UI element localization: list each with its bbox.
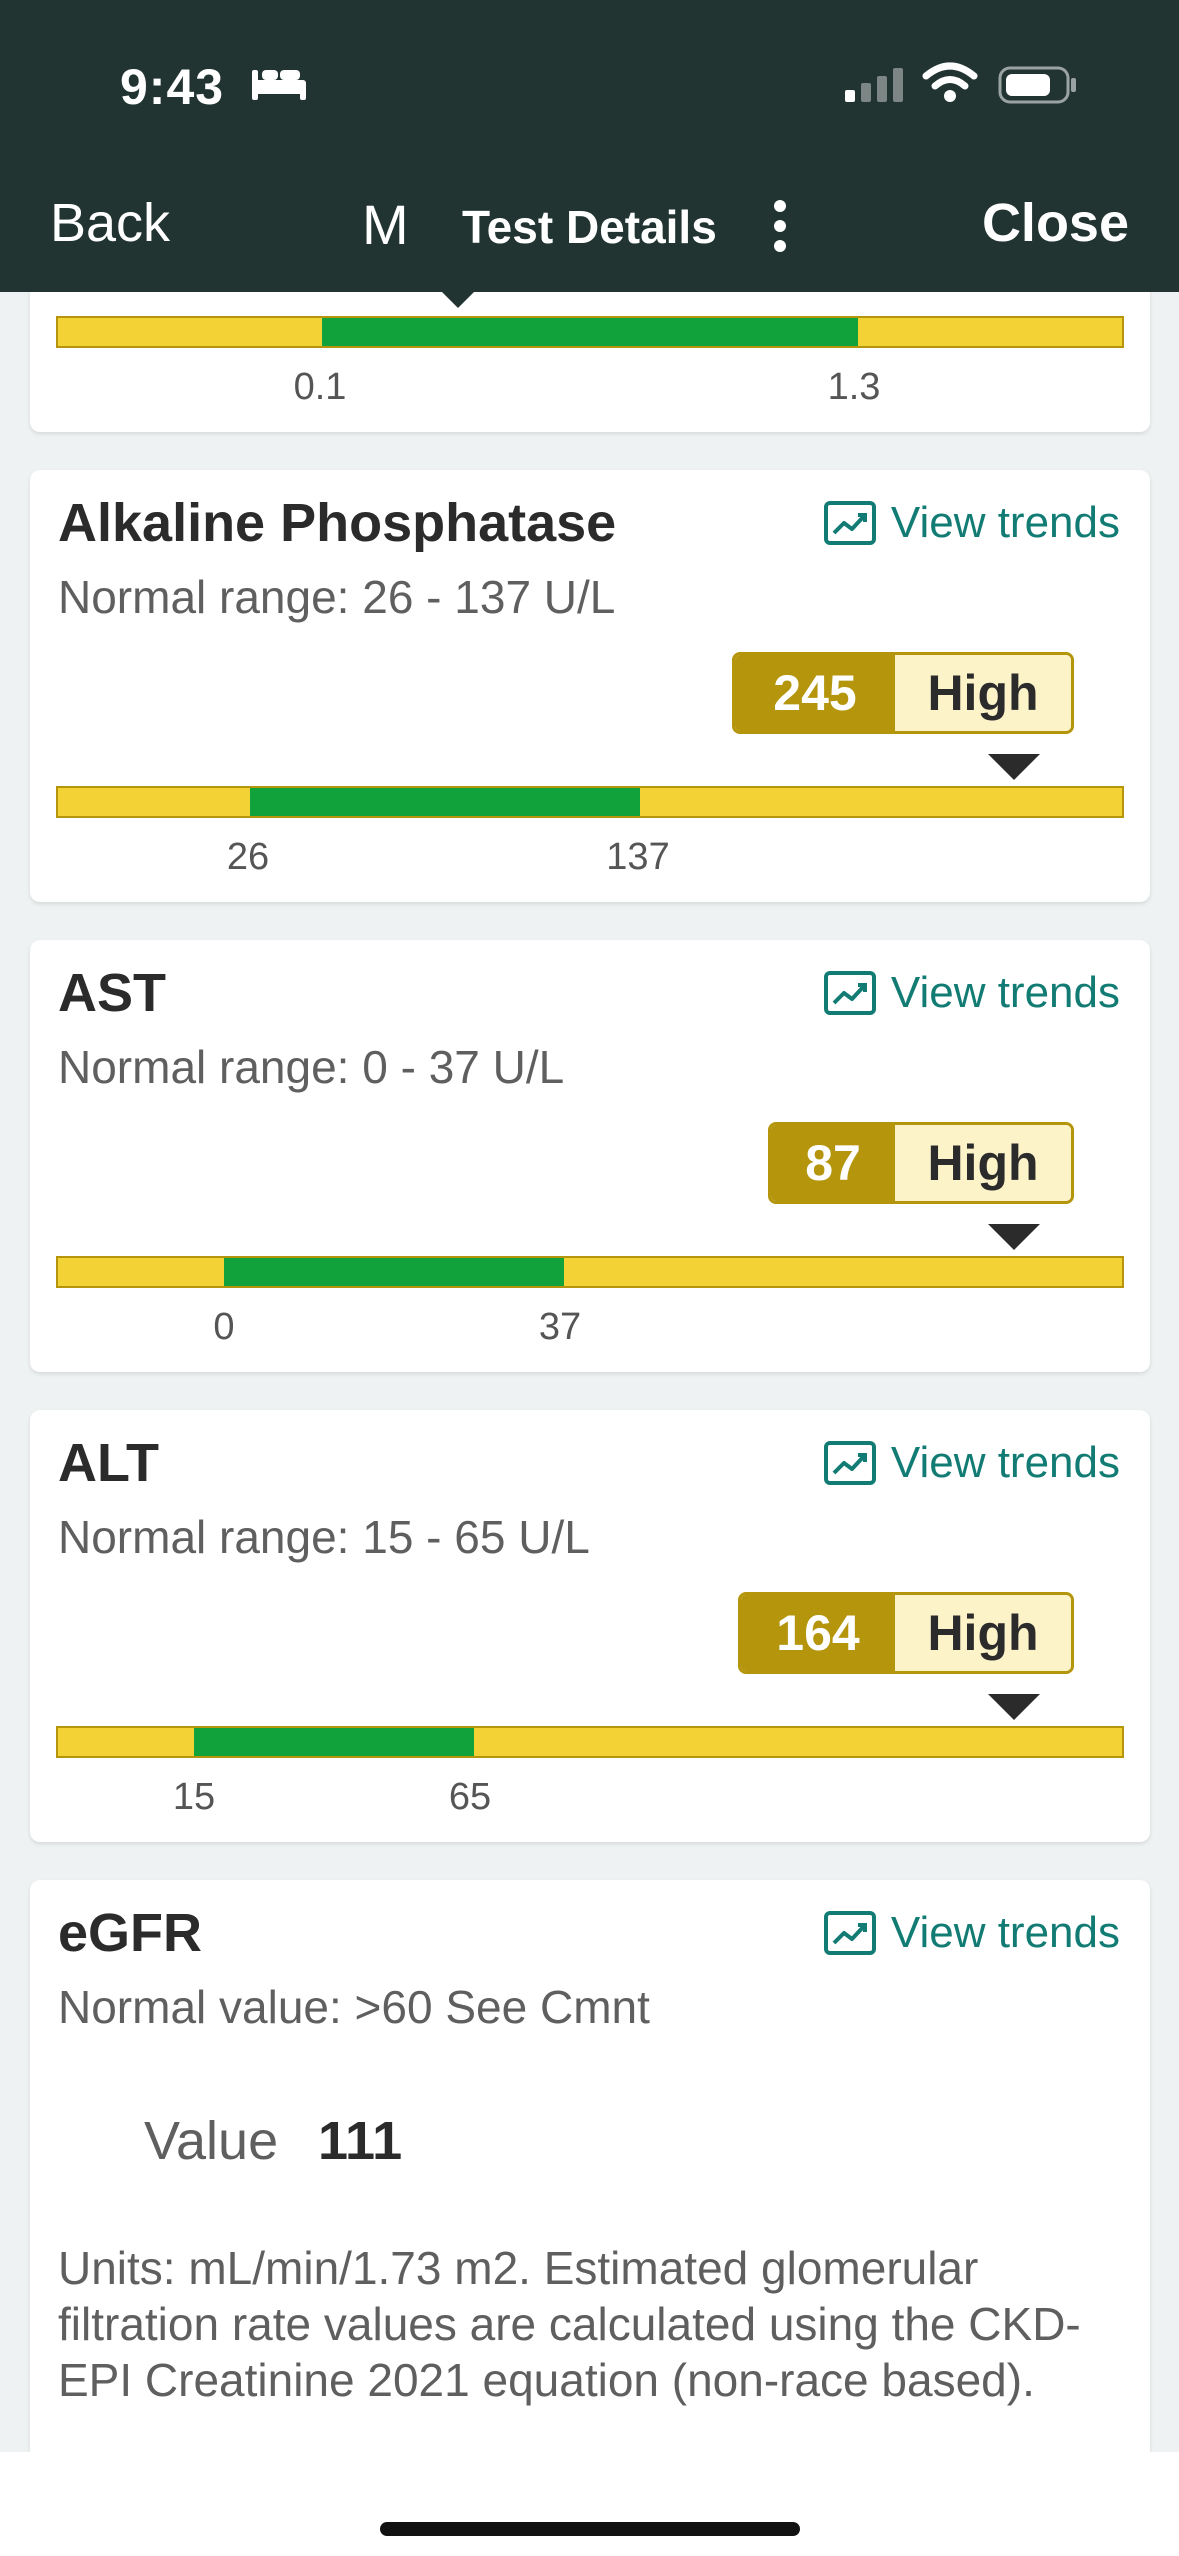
status-time: 9:43 [120,59,225,115]
value-label: Value [144,2111,279,2171]
cellular-signal-icon [845,68,903,102]
normal-range-text: Normal range: 26 - 137 U/L [58,571,616,623]
result-marker [988,1694,1040,1720]
normal-range-text: Normal value: >60 See Cmnt [58,1981,650,2033]
view-trends-link[interactable]: View trends [823,1908,1120,1958]
tick-label-high: 137 [606,836,670,878]
trend-chart-icon [823,501,876,545]
header-pointer [440,290,476,308]
tick-label-low: 15 [172,1776,216,1818]
wifi-icon [922,62,978,102]
trend-chart-icon [823,971,876,1015]
result-badge: 164 High [738,1592,1074,1674]
result-marker [988,1224,1040,1250]
bed-icon [252,70,306,100]
result-card-alkaline-phosphatase: Alkaline Phosphatase View trends Normal … [30,470,1150,902]
view-trends-label: View trends [890,1438,1120,1487]
result-comment: Units: mL/min/1.73 m2. Estimated glomeru… [58,2242,1081,2406]
normal-range-segment [250,788,640,816]
tick-label-low: 0 [213,1306,235,1348]
view-trends-label: View trends [890,1908,1120,1957]
kebab-menu-icon[interactable] [772,198,788,254]
range-bar [56,786,1124,818]
home-indicator[interactable] [380,2522,800,2536]
test-name: Alkaline Phosphatase [58,493,617,553]
tick-label-low: 0.1 [293,366,347,408]
result-flag: High [895,1595,1071,1671]
home-indicator-area [0,2452,1179,2556]
result-card-alt: ALT View trends Normal range: 15 - 65 U/… [30,1410,1150,1842]
result-value: 245 [735,655,895,731]
result-card-egfr: eGFR View trends Normal value: >60 See C… [30,1880,1150,2556]
test-name: ALT [58,1433,159,1493]
result-flag: High [895,1125,1071,1201]
normal-range-segment [224,1258,564,1286]
battery-icon [998,66,1076,104]
close-button[interactable]: Close [981,193,1129,253]
normal-range-text: Normal range: 0 - 37 U/L [58,1041,565,1093]
result-flag: High [895,655,1071,731]
result-value: 164 [741,1595,895,1671]
app-header: 9:43 Back M Test Details Close [0,0,1179,292]
tick-label-high: 65 [448,1776,492,1818]
result-value: 111 [318,2111,403,2171]
tick-label-low: 26 [226,836,270,878]
view-trends-label: View trends [890,498,1120,547]
test-name: eGFR [58,1903,203,1963]
back-button[interactable]: Back [50,193,171,253]
result-value: 87 [771,1125,895,1201]
view-trends-link[interactable]: View trends [823,1438,1120,1488]
view-trends-link[interactable]: View trends [823,498,1120,548]
result-marker [988,754,1040,780]
tick-label-high: 1.3 [827,366,881,408]
tick-label-high: 37 [538,1306,582,1348]
view-trends-link[interactable]: View trends [823,968,1120,1018]
result-badge: 245 High [732,652,1074,734]
view-trends-label: View trends [890,968,1120,1017]
trend-chart-icon [823,1911,876,1955]
result-card-ast: AST View trends Normal range: 0 - 37 U/L… [30,940,1150,1372]
avatar[interactable]: M [362,193,409,256]
normal-range-text: Normal range: 15 - 65 U/L [58,1511,590,1563]
page-title: Test Details [462,201,717,253]
test-name: AST [58,963,166,1023]
normal-range-segment [322,318,858,346]
range-bar [56,1726,1124,1758]
result-badge: 87 High [768,1122,1074,1204]
range-bar [56,316,1124,348]
normal-range-segment [194,1728,474,1756]
range-bar [56,1256,1124,1288]
trend-chart-icon [823,1441,876,1485]
